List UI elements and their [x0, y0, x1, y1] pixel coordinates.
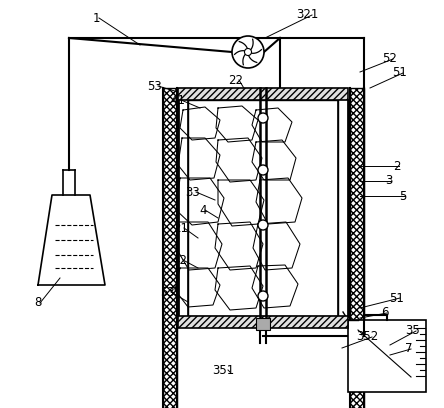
Text: 2: 2 [393, 160, 400, 173]
Circle shape [258, 113, 268, 123]
Bar [256, 318, 270, 330]
Text: 6: 6 [381, 306, 388, 319]
Bar [348, 320, 426, 392]
Bar [178, 316, 348, 328]
Text: 51: 51 [389, 291, 404, 304]
Text: 8: 8 [34, 297, 41, 310]
Text: 53: 53 [160, 286, 175, 299]
Polygon shape [38, 195, 105, 285]
Text: 22: 22 [228, 73, 243, 86]
Text: 52: 52 [382, 53, 397, 66]
Text: 35: 35 [405, 324, 420, 337]
Text: 21: 21 [173, 222, 188, 235]
Text: 5: 5 [399, 189, 406, 202]
Text: 7: 7 [405, 342, 412, 355]
Text: 33: 33 [185, 186, 200, 199]
Text: 53: 53 [147, 80, 162, 93]
Text: 3: 3 [385, 175, 392, 188]
Text: 352: 352 [356, 330, 378, 344]
Circle shape [258, 220, 268, 230]
Circle shape [232, 36, 264, 68]
Bar [178, 88, 348, 100]
Text: 42: 42 [172, 253, 187, 266]
Text: 41: 41 [170, 93, 185, 106]
Circle shape [258, 291, 268, 301]
Text: 4: 4 [199, 204, 206, 217]
Text: 321: 321 [296, 9, 318, 22]
Text: 351: 351 [212, 364, 234, 377]
Text: 51: 51 [392, 67, 407, 80]
Bar [188, 100, 338, 316]
Bar [163, 88, 177, 408]
Circle shape [258, 165, 268, 175]
Bar [350, 88, 364, 408]
Circle shape [245, 49, 251, 55]
Text: 1: 1 [93, 11, 100, 24]
